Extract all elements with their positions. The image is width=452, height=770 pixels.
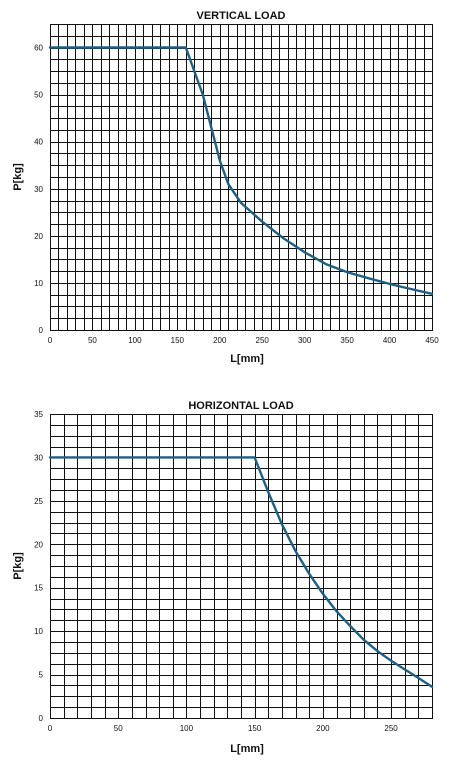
x-tick-label: 50: [114, 724, 123, 733]
x-tick-label: 200: [213, 336, 227, 345]
x-tick-label: 300: [298, 336, 312, 345]
horizontal-load-chart: HORIZONTAL LOAD L[mm] P[kg] 0 50 100 150 200…: [12, 400, 434, 755]
x-tick-label: 50: [88, 336, 97, 345]
x-axis-label: L[mm]: [230, 353, 264, 365]
y-tick-label: 30: [34, 453, 43, 462]
x-tick-label: 250: [384, 724, 398, 733]
y-tick-label: 20: [34, 540, 43, 549]
x-tick-label: 450: [425, 336, 439, 345]
y-tick-label: 60: [34, 44, 43, 53]
y-tick-labels: 0 10 20 30 40 50 60: [34, 44, 43, 335]
chart-title: HORIZONTAL LOAD: [188, 400, 293, 412]
x-tick-label: 350: [340, 336, 354, 345]
y-axis-label: P[kg]: [12, 163, 24, 191]
y-tick-label: 5: [39, 671, 44, 680]
series-line: [48, 46, 434, 295]
y-tick-label: 35: [34, 410, 43, 419]
plot-frame: [49, 23, 434, 332]
y-tick-label: 30: [34, 185, 43, 194]
series-line: [48, 456, 434, 688]
x-tick-label: 0: [48, 336, 53, 345]
y-tick-label: 10: [34, 627, 43, 636]
series-group: [48, 456, 434, 688]
chart-title: VERTICAL LOAD: [196, 10, 285, 22]
y-tick-label: 40: [34, 138, 43, 147]
x-axis-label: L[mm]: [230, 743, 264, 755]
x-tick-label: 400: [383, 336, 397, 345]
y-tick-label: 15: [34, 584, 43, 593]
vertical-load-chart: VERTICAL LOAD L[mm] P[kg] 0 50 100 150 200 25…: [12, 10, 439, 365]
x-tick-label: 150: [248, 724, 262, 733]
plot-frame: [49, 413, 434, 720]
y-tick-label: 0: [39, 714, 44, 723]
y-tick-label: 50: [34, 91, 43, 100]
x-tick-label: 100: [180, 724, 194, 733]
grid-lines: [50, 414, 433, 719]
y-axis-label: P[kg]: [12, 552, 24, 580]
y-tick-label: 25: [34, 497, 43, 506]
x-tick-label: 250: [256, 336, 270, 345]
x-tick-label: 200: [316, 724, 330, 733]
x-tick-label: 0: [48, 724, 53, 733]
series-group: [48, 46, 434, 295]
y-tick-labels: 0 5 10 15 20 25 30 35: [34, 410, 43, 723]
y-tick-label: 0: [39, 326, 44, 335]
x-tick-label: 150: [171, 336, 185, 345]
grid-lines: [50, 24, 433, 331]
y-tick-label: 20: [34, 232, 43, 241]
x-tick-labels: 0 50 100 150 200 250 300 350 400 450: [48, 336, 439, 345]
x-tick-labels: 0 50 100 150 200 250: [48, 724, 399, 733]
y-tick-label: 10: [34, 279, 43, 288]
x-tick-label: 100: [128, 336, 142, 345]
